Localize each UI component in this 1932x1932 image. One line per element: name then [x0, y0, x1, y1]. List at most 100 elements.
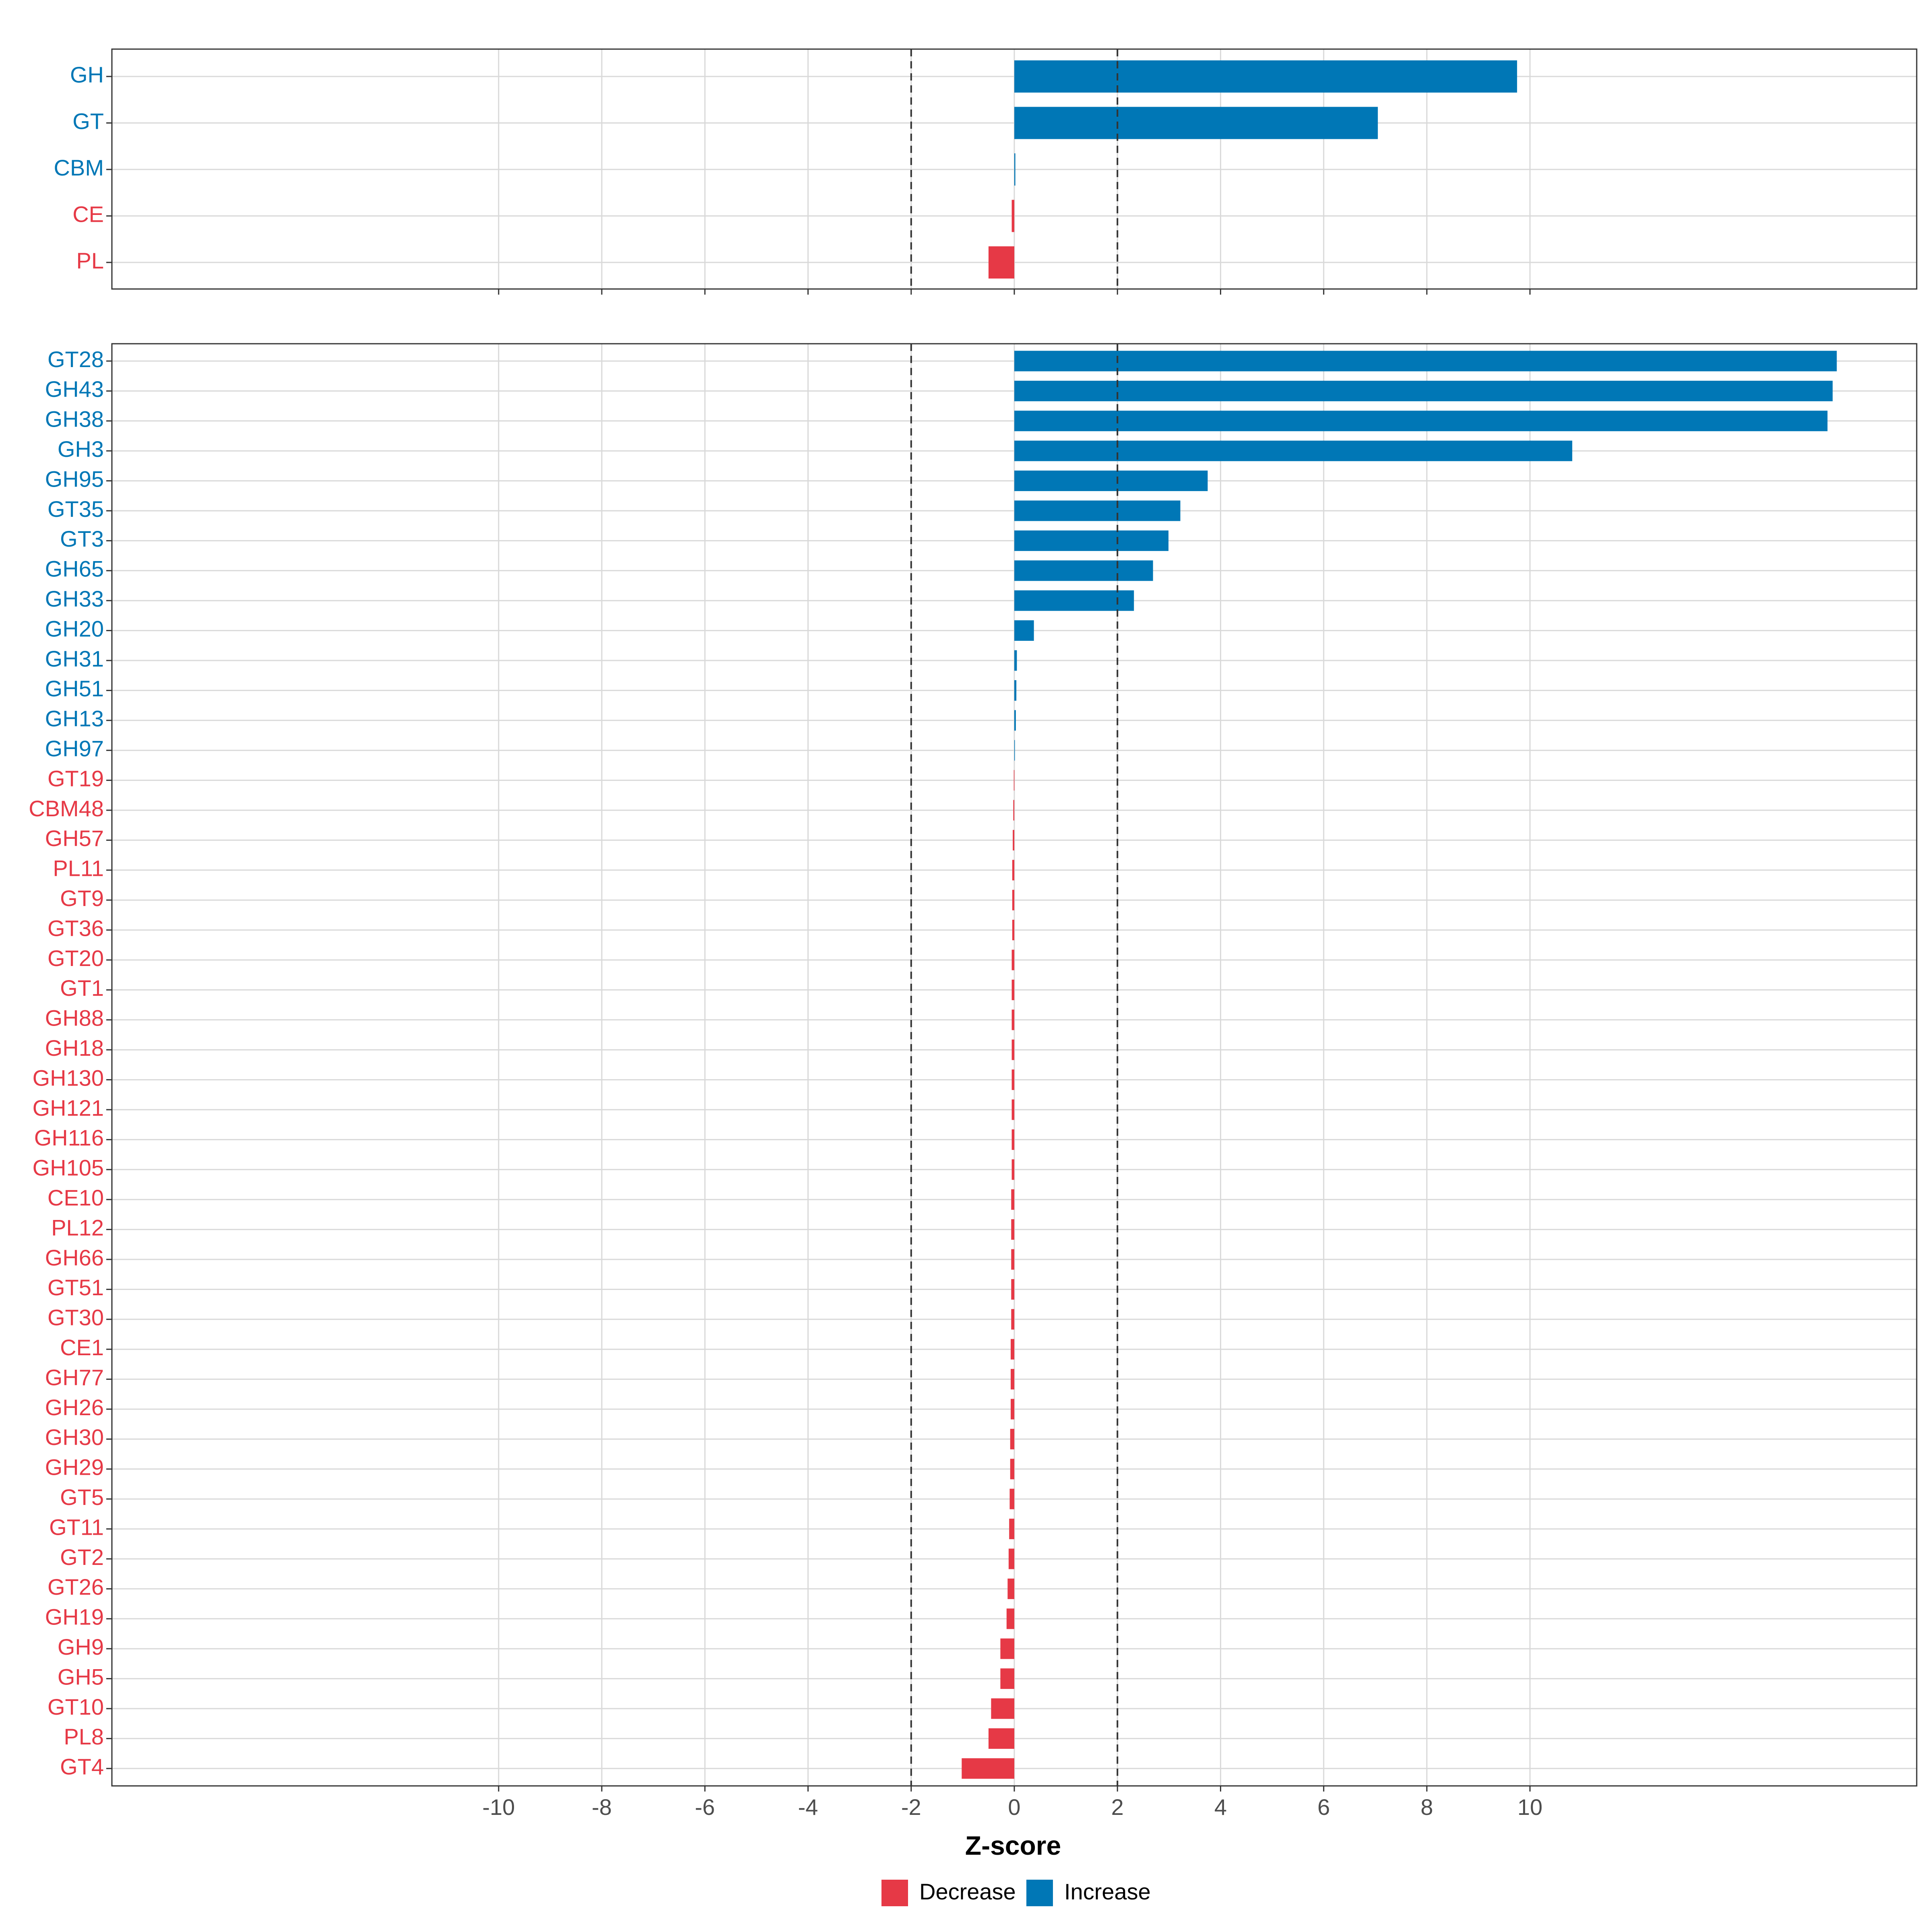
x-tick-label: 6 [1317, 1794, 1330, 1820]
bar-gt51 [1011, 1279, 1014, 1300]
category-label-gh77: GH77 [45, 1364, 104, 1390]
bar-gh130 [1011, 1069, 1014, 1090]
category-label-gh97: GH97 [45, 736, 104, 761]
bar-gt4 [962, 1758, 1014, 1779]
category-label-gh: GH [70, 62, 104, 87]
category-label-pl12: PL12 [51, 1215, 104, 1240]
category-label-gt26: GT26 [47, 1574, 104, 1600]
category-label-gh33: GH33 [45, 586, 104, 611]
category-label-pl: PL [76, 248, 104, 273]
bar-gt11 [1009, 1519, 1014, 1540]
bar-gh29 [1010, 1459, 1014, 1480]
category-label-pl11: PL11 [53, 856, 104, 881]
category-label-gt9: GT9 [60, 886, 104, 911]
bar-gh19 [1006, 1608, 1014, 1629]
category-label-gh116: GH116 [34, 1125, 104, 1150]
x-axis-label: Z-score [965, 1831, 1061, 1860]
bar-gh95 [1014, 471, 1208, 491]
bar-gh105 [1011, 1159, 1014, 1180]
x-tick-label: 0 [1008, 1794, 1020, 1820]
x-tick-label: -10 [482, 1794, 515, 1820]
bar-gh121 [1011, 1099, 1014, 1120]
category-label-gh30: GH30 [45, 1424, 104, 1450]
bar-gt28 [1014, 351, 1837, 372]
category-label-gt51: GT51 [47, 1275, 104, 1300]
bar-gt26 [1007, 1578, 1014, 1599]
legend: Decrease Increase [881, 1879, 1151, 1906]
category-label-pl8: PL8 [64, 1724, 104, 1749]
bar-gt10 [991, 1698, 1014, 1719]
x-tick-label: -2 [901, 1794, 921, 1820]
bar-gt2 [1008, 1548, 1014, 1569]
category-label-gh105: GH105 [33, 1155, 104, 1181]
bar-gt35 [1014, 500, 1181, 521]
category-label-gh65: GH65 [45, 556, 104, 582]
bar-gh13 [1014, 710, 1016, 731]
bar-gt5 [1009, 1488, 1014, 1509]
category-label-gt5: GT5 [60, 1484, 104, 1510]
bar-gh43 [1014, 380, 1833, 401]
category-label-gt10: GT10 [47, 1694, 104, 1719]
category-label-gh130: GH130 [33, 1065, 104, 1090]
category-label-gh18: GH18 [45, 1035, 104, 1061]
legend-label-decrease: Decrease [919, 1879, 1016, 1904]
bar-gt20 [1011, 949, 1014, 970]
bar-gh31 [1014, 650, 1017, 671]
category-label-gh13: GH13 [45, 706, 104, 731]
panel-top: GH GT CBM CE PL [54, 48, 1918, 295]
bar-gh38 [1014, 411, 1828, 431]
category-label-gh19: GH19 [45, 1604, 104, 1630]
category-label-ce: CE [72, 201, 104, 227]
x-tick-label: -8 [592, 1794, 612, 1820]
bar-ce [1011, 200, 1014, 232]
category-label-cbm48: CBM48 [29, 796, 104, 821]
bar-gh26 [1011, 1399, 1014, 1420]
category-label-gh31: GH31 [45, 646, 104, 671]
bar-gt30 [1011, 1309, 1014, 1330]
category-label-gt4: GT4 [60, 1754, 104, 1779]
category-label-gh95: GH95 [45, 466, 104, 491]
bar-gt1 [1011, 979, 1014, 1000]
x-tick-label: 4 [1214, 1794, 1227, 1820]
legend-label-increase: Increase [1064, 1879, 1151, 1904]
category-label-gt28: GT28 [47, 347, 104, 372]
bar-gh66 [1011, 1249, 1014, 1270]
category-label-gh57: GH57 [45, 826, 104, 851]
bar-gh65 [1014, 560, 1153, 581]
bar-pl8 [988, 1728, 1014, 1749]
category-label-gt30: GT30 [47, 1305, 104, 1330]
category-label-gh43: GH43 [45, 376, 104, 402]
category-label-gh5: GH5 [58, 1664, 104, 1689]
panel-bottom: GT28 GH43 GH38 GH3 GH95 GT35 GT3 GH65 GH33 GH20 GH… [29, 343, 1918, 1792]
category-label-gh66: GH66 [45, 1245, 104, 1270]
category-label-gh88: GH88 [45, 1005, 104, 1031]
bar-gh77 [1011, 1369, 1014, 1390]
legend-key-decrease [881, 1880, 908, 1906]
bar-gh30 [1010, 1428, 1014, 1449]
category-label-gh38: GH38 [45, 407, 104, 432]
bar-gh116 [1011, 1129, 1014, 1150]
bar-gt19 [1013, 770, 1015, 791]
category-label-gt11: GT11 [49, 1514, 104, 1540]
category-label-gt2: GT2 [60, 1544, 104, 1570]
bar-gh18 [1011, 1039, 1014, 1060]
category-label-gh121: GH121 [33, 1095, 104, 1121]
bar-ce1 [1011, 1339, 1014, 1360]
bar-ce10 [1011, 1189, 1014, 1210]
bar-gh3 [1014, 440, 1573, 461]
bar-gt3 [1014, 530, 1169, 551]
category-label-gt: GT [72, 108, 104, 134]
bar-cbm [1014, 153, 1016, 186]
bar-gt9 [1012, 890, 1014, 910]
category-label-gt3: GT3 [60, 526, 104, 551]
legend-key-increase [1026, 1880, 1053, 1906]
bar-gh97 [1014, 740, 1015, 761]
x-tick-label: -4 [798, 1794, 818, 1820]
bar-pl [988, 246, 1014, 279]
category-label-gh20: GH20 [45, 616, 104, 641]
bar-gh33 [1014, 590, 1134, 611]
category-label-gh3: GH3 [58, 436, 104, 462]
bar-cbm48 [1013, 800, 1014, 821]
category-label-gt19: GT19 [47, 766, 104, 791]
bar-gt [1014, 107, 1378, 139]
